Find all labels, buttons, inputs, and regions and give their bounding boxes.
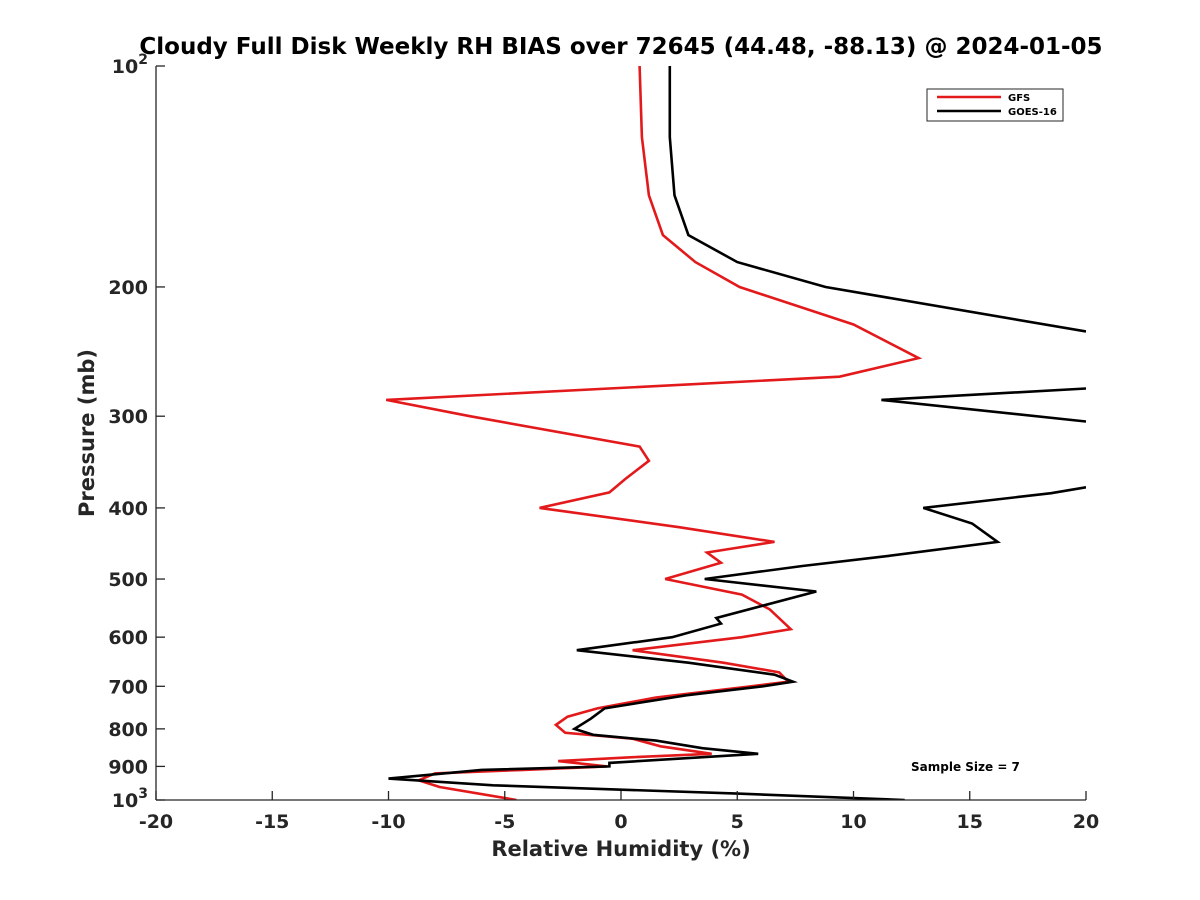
y-ticks: 102 200 300 400 500 600 700 800 900 103 <box>108 52 165 812</box>
y-tick-label: 103 <box>112 786 148 812</box>
x-tick-label: 20 <box>1073 811 1099 833</box>
y-tick-label: 102 <box>112 52 148 78</box>
x-tick-label: 0 <box>614 811 627 833</box>
legend-goes16-label: GOES-16 <box>1008 107 1057 118</box>
y-tick-label: 400 <box>108 498 148 520</box>
series-line-goes16 <box>388 66 1086 800</box>
chart-title: Cloudy Full Disk Weekly RH BIAS over 726… <box>139 34 1102 60</box>
y-tick-label: 300 <box>108 406 148 428</box>
sample-size-annotation: Sample Size = 7 <box>911 760 1020 774</box>
x-axis-label: Relative Humidity (%) <box>491 837 750 861</box>
x-tick-label: -15 <box>255 811 289 833</box>
y-tick-label: 600 <box>108 627 148 649</box>
plot-area <box>156 66 1086 800</box>
series-line-gfs <box>385 66 923 800</box>
legend-box <box>926 88 1064 122</box>
y-axis-label: Pressure (mb) <box>75 349 99 517</box>
x-tick-label: -10 <box>371 811 405 833</box>
x-tick-label: -5 <box>494 811 515 833</box>
y-tick-label: 500 <box>108 569 148 591</box>
y-tick-label: 800 <box>108 719 148 741</box>
series-layer <box>385 66 1086 800</box>
y-tick-label: 200 <box>108 277 148 299</box>
x-tick-label: 15 <box>957 811 983 833</box>
y-tick-label: 900 <box>108 756 148 778</box>
legend-gfs-label: GFS <box>1008 93 1030 104</box>
legend: GFS GOES-16 <box>926 88 1064 122</box>
y-tick-label: 700 <box>108 676 148 698</box>
x-tick-label: 10 <box>840 811 866 833</box>
x-tick-label: -20 <box>139 811 173 833</box>
x-tick-label: 5 <box>731 811 744 833</box>
x-ticks: -20 -15 -10 -5 0 5 10 15 20 <box>139 791 1099 833</box>
